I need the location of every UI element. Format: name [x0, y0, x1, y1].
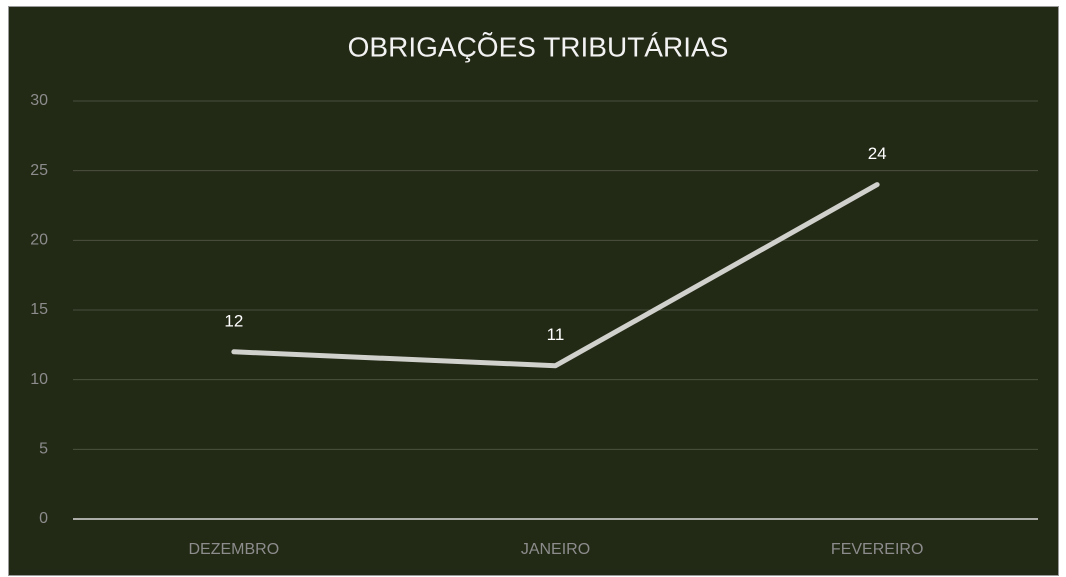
data-label: 24: [868, 144, 887, 163]
y-tick-label: 5: [39, 441, 48, 458]
y-tick-label: 25: [30, 162, 48, 179]
y-tick-label: 30: [30, 92, 48, 109]
x-tick-label: DEZEMBRO: [188, 541, 279, 558]
y-tick-label: 15: [30, 301, 48, 318]
y-tick-label: 0: [39, 510, 48, 527]
chart-background: [8, 6, 1059, 576]
x-tick-label: FEVEREIRO: [831, 541, 923, 558]
y-tick-label: 20: [30, 232, 48, 249]
y-tick-label: 10: [30, 371, 48, 388]
line-series: [231, 182, 880, 369]
data-label: 11: [547, 325, 565, 344]
data-label: 12: [224, 311, 243, 330]
chart-title: OBRIGAÇÕES TRIBUTÁRIAS: [348, 31, 729, 62]
x-tick-label: JANEIRO: [521, 541, 590, 558]
